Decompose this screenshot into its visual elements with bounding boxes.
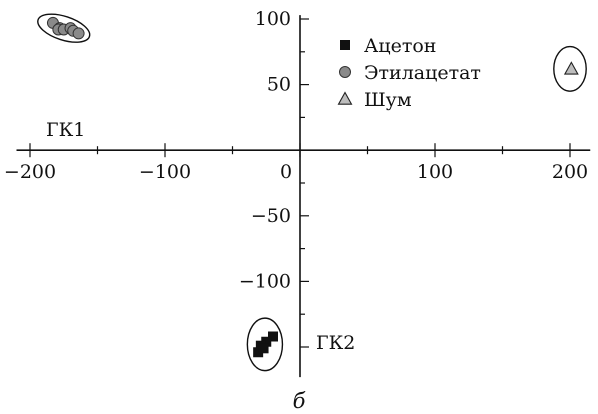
- x-tick-label: −100: [139, 161, 191, 183]
- data-point-circle: [72, 27, 85, 40]
- cluster-ellipse: [37, 13, 91, 43]
- legend-label: Ацетон: [364, 35, 436, 57]
- tick-labels: −200 −100 0 100 200 100 50 −50 −100: [4, 8, 588, 292]
- axes: [16, 15, 591, 378]
- legend-label: Этилацетат: [364, 62, 481, 84]
- data-points: [46, 16, 579, 358]
- x-tick-label: 0: [280, 161, 292, 183]
- legend-marker-square: [340, 40, 350, 50]
- x-tick-label: 200: [552, 161, 588, 183]
- x-axis-label: ГК1: [46, 119, 85, 141]
- x-tick-label: −200: [4, 161, 56, 183]
- y-tick-label: −50: [251, 205, 291, 227]
- y-tick-label: 100: [255, 8, 291, 30]
- cluster-ellipse: [246, 317, 284, 372]
- cluster-ellipse: [553, 45, 587, 92]
- legend: Ацетон Этилацетат Шум: [337, 35, 481, 111]
- data-point-triangle: [563, 61, 579, 75]
- y-tick-label: −100: [239, 270, 291, 292]
- legend-label: Шум: [364, 89, 412, 111]
- y-tick-label: 50: [267, 74, 291, 96]
- cluster-ellipses: [37, 13, 587, 372]
- x-tick-label: 100: [417, 161, 453, 183]
- axis-ticks: [29, 18, 571, 348]
- data-point-square: [268, 331, 278, 342]
- y-axis-label: ГК2: [316, 332, 355, 354]
- data-point-square: [253, 347, 264, 358]
- figure-caption: б: [293, 389, 306, 413]
- legend-marker-circle: [339, 66, 351, 78]
- legend-marker-triangle: [337, 91, 353, 105]
- data-point-square: [261, 336, 272, 347]
- data-point-square: [258, 343, 269, 354]
